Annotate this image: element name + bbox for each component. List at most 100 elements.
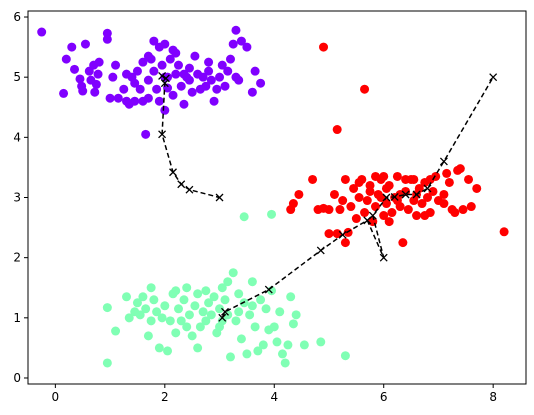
point-s2-12 <box>152 307 162 317</box>
point-s0-72 <box>250 66 260 76</box>
y-tick-label-5: 5 <box>13 70 21 84</box>
point-s0-47 <box>176 81 186 91</box>
point-s0-4 <box>70 64 80 74</box>
x-tick-label-0: 0 <box>52 390 60 404</box>
point-s2-76 <box>247 277 257 287</box>
point-s0-48 <box>179 99 189 109</box>
point-s2-14 <box>157 313 167 323</box>
point-s2-55 <box>269 322 279 332</box>
point-s1-33 <box>392 171 402 181</box>
x-marker-1-10 <box>401 190 410 199</box>
point-s0-65 <box>225 54 235 64</box>
point-s0-76 <box>171 48 181 58</box>
point-s2-29 <box>198 307 208 317</box>
point-s2-19 <box>171 328 181 338</box>
point-s1-10 <box>329 189 339 199</box>
point-s0-69 <box>236 36 246 46</box>
point-s0-2 <box>61 54 71 64</box>
point-s2-10 <box>146 316 156 326</box>
point-s0-58 <box>206 75 216 85</box>
point-s0-17 <box>102 28 112 38</box>
x-marker-1-14 <box>489 73 498 82</box>
point-s0-12 <box>90 87 100 97</box>
point-s1-3 <box>294 189 304 199</box>
point-s0-77 <box>130 96 140 106</box>
point-s1-22 <box>362 196 372 206</box>
point-s0-21 <box>113 93 123 103</box>
point-s1-57 <box>464 174 474 184</box>
x-tick-label-4: 8 <box>489 390 497 404</box>
point-s0-50 <box>184 63 194 73</box>
point-s0-70 <box>242 42 252 52</box>
point-s1-14 <box>340 238 350 248</box>
point-s0-51 <box>187 87 197 97</box>
point-s2-31 <box>204 298 214 308</box>
point-s0-8 <box>80 39 90 49</box>
point-s2-64 <box>299 340 309 350</box>
x-marker-1-3 <box>316 246 325 255</box>
point-s1-59 <box>472 183 482 193</box>
point-s2-66 <box>340 351 350 361</box>
point-s2-30 <box>201 316 211 326</box>
point-s1-17 <box>349 183 359 193</box>
x-marker-1-0 <box>218 313 227 322</box>
point-s1-9 <box>324 205 334 215</box>
x-marker-0-5 <box>177 180 186 189</box>
x-marker-1-2 <box>264 285 273 294</box>
point-s2-0 <box>102 358 112 368</box>
x-marker-0-3 <box>158 130 167 139</box>
point-s0-52 <box>190 51 200 61</box>
point-s1-12 <box>335 205 345 215</box>
point-s2-42 <box>234 289 244 299</box>
point-s2-37 <box>220 295 230 305</box>
point-s1-58 <box>466 202 476 212</box>
point-s0-62 <box>217 60 227 70</box>
point-s1-60 <box>499 227 509 237</box>
x-marker-1-9 <box>390 192 399 201</box>
point-s0-60 <box>212 84 222 94</box>
x-marker-0-1 <box>161 74 170 83</box>
point-s0-38 <box>154 96 164 106</box>
point-s2-77 <box>193 289 203 299</box>
ticks-layer: 0 2 4 6 8 0 1 2 3 4 5 6 <box>13 10 497 404</box>
point-s1-72 <box>381 183 391 193</box>
point-s1-42 <box>417 199 427 209</box>
point-s1-16 <box>346 202 356 212</box>
point-s2-49 <box>253 346 263 356</box>
point-s2-74 <box>201 286 211 296</box>
point-s2-50 <box>256 295 266 305</box>
point-s1-62 <box>354 177 364 187</box>
point-s2-79 <box>215 322 225 332</box>
point-s2-59 <box>280 358 290 368</box>
point-s0-75 <box>160 39 170 49</box>
point-s2-13 <box>154 343 164 353</box>
point-s2-62 <box>288 319 298 329</box>
point-s1-56 <box>458 205 468 215</box>
point-s2-27 <box>193 343 203 353</box>
point-s0-64 <box>223 66 233 76</box>
point-s0-46 <box>173 60 183 70</box>
paths-layer <box>158 72 498 322</box>
point-s2-71 <box>217 283 227 293</box>
point-s0-22 <box>119 84 129 94</box>
point-s1-64 <box>376 193 386 202</box>
point-s0-73 <box>256 78 266 88</box>
point-s2-65 <box>316 337 326 347</box>
point-s0-36 <box>152 84 162 94</box>
point-s1-37 <box>403 205 413 215</box>
x-tick-label-2: 4 <box>270 390 278 404</box>
point-s1-70 <box>365 186 375 196</box>
point-s1-31 <box>387 208 397 218</box>
point-s1-44 <box>422 193 432 202</box>
point-s0-7 <box>78 86 88 96</box>
point-s0-40 <box>160 105 170 115</box>
point-s1-65 <box>384 217 394 227</box>
point-s1-29 <box>381 199 391 209</box>
point-s2-20 <box>173 304 183 314</box>
point-s0-55 <box>198 72 208 82</box>
points-layer <box>37 25 509 368</box>
point-s0-78 <box>149 36 159 46</box>
point-s2-61 <box>286 292 296 302</box>
point-s1-76 <box>439 199 449 209</box>
point-s2-68 <box>267 209 277 219</box>
